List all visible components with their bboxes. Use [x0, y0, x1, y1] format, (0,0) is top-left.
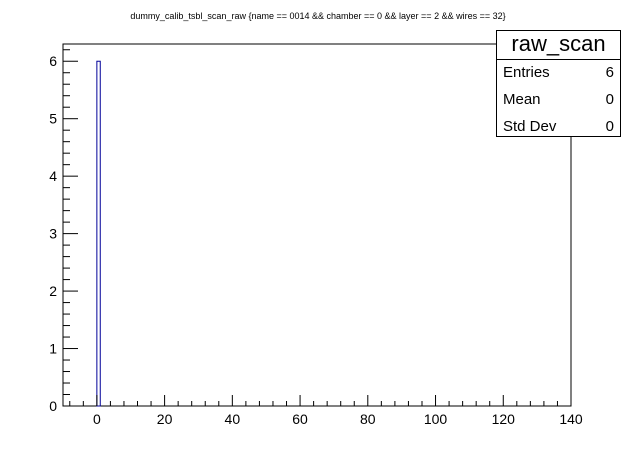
stats-entries-value: 6	[605, 64, 614, 81]
x-tick-label: 120	[492, 411, 516, 427]
stats-stddev-label: Std Dev	[503, 118, 557, 135]
stats-row-entries: Entries 6	[503, 64, 614, 82]
y-tick-label: 2	[49, 283, 57, 299]
stats-entries-label: Entries	[503, 64, 550, 81]
y-tick-label: 6	[49, 53, 57, 69]
bar-0	[96, 60, 101, 407]
bars-group	[96, 60, 101, 407]
x-tick-label: 40	[225, 411, 241, 427]
x-axis: 0 20 40 60 80 100 120 140	[69, 395, 583, 427]
stats-row-mean: Mean 0	[503, 91, 614, 109]
stats-mean-value: 0	[605, 91, 614, 108]
x-tick-label: 100	[424, 411, 448, 427]
x-tick-label: 80	[360, 411, 376, 427]
y-tick-label: 5	[49, 111, 57, 127]
stats-mean-label: Mean	[503, 91, 541, 108]
x-tick-label: 60	[292, 411, 308, 427]
y-tick-label: 0	[49, 398, 57, 414]
y-tick-label: 3	[49, 226, 57, 242]
y-axis: 0 1 2 3 4 5 6	[49, 49, 78, 414]
x-tick-label: 0	[93, 411, 101, 427]
y-tick-label: 1	[49, 341, 57, 357]
x-tick-label: 20	[157, 411, 173, 427]
stats-stddev-value: 0	[605, 118, 614, 135]
plot-frame	[62, 43, 572, 407]
x-tick-label: 140	[559, 411, 583, 427]
chart-title: dummy_calib_tsbl_scan_raw {name == 0014 …	[130, 11, 505, 21]
y-tick-label: 4	[49, 168, 57, 184]
stats-box: raw_scan Entries 6 Mean 0 Std Dev 0	[496, 30, 621, 137]
stats-title: raw_scan	[497, 31, 620, 60]
stats-row-stddev: Std Dev 0	[503, 118, 614, 136]
